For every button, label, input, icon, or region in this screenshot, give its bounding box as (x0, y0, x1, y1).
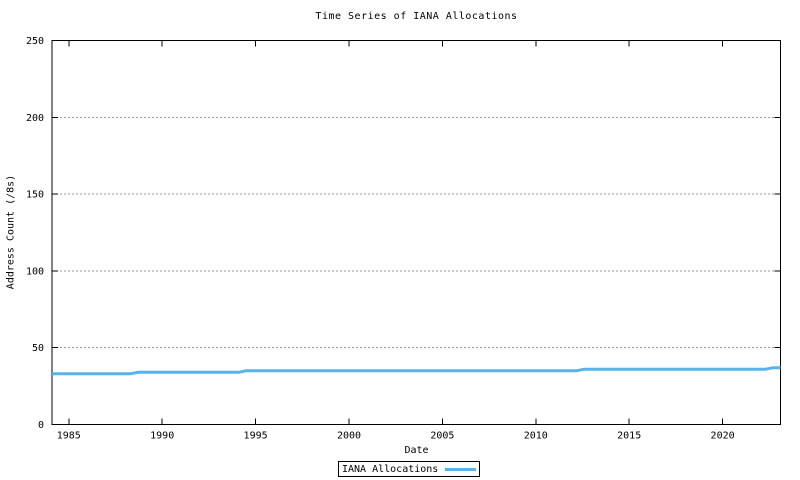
y-axis-label: Address Count (/8s) (5, 174, 17, 290)
x-tick-label: 1990 (150, 431, 174, 442)
legend: IANA Allocations (338, 461, 480, 477)
x-tick-label: 2000 (337, 431, 361, 442)
y-tick-label: 200 (26, 113, 44, 124)
series-line (52, 366, 781, 376)
x-tick-label: 2020 (711, 431, 735, 442)
y-tick-label: 100 (26, 266, 44, 277)
x-tick-label: 2010 (524, 431, 548, 442)
y-tick-label: 50 (32, 343, 44, 354)
chart-title: Time Series of IANA Allocations (315, 11, 518, 22)
legend-line-sample-icon (445, 467, 476, 471)
legend-entry-label: IANA Allocations (342, 463, 439, 475)
y-tick-label: 250 (26, 36, 44, 47)
plot-border (51, 40, 781, 425)
x-tick-label: 2015 (617, 431, 641, 442)
y-tick-label: 150 (26, 190, 44, 201)
x-tick-label: 1995 (244, 431, 268, 442)
x-tick-label: 2005 (430, 431, 454, 442)
x-axis-label: Date (404, 445, 429, 456)
x-tick-label: 1985 (57, 431, 81, 442)
y-tick-label: 0 (38, 420, 44, 431)
